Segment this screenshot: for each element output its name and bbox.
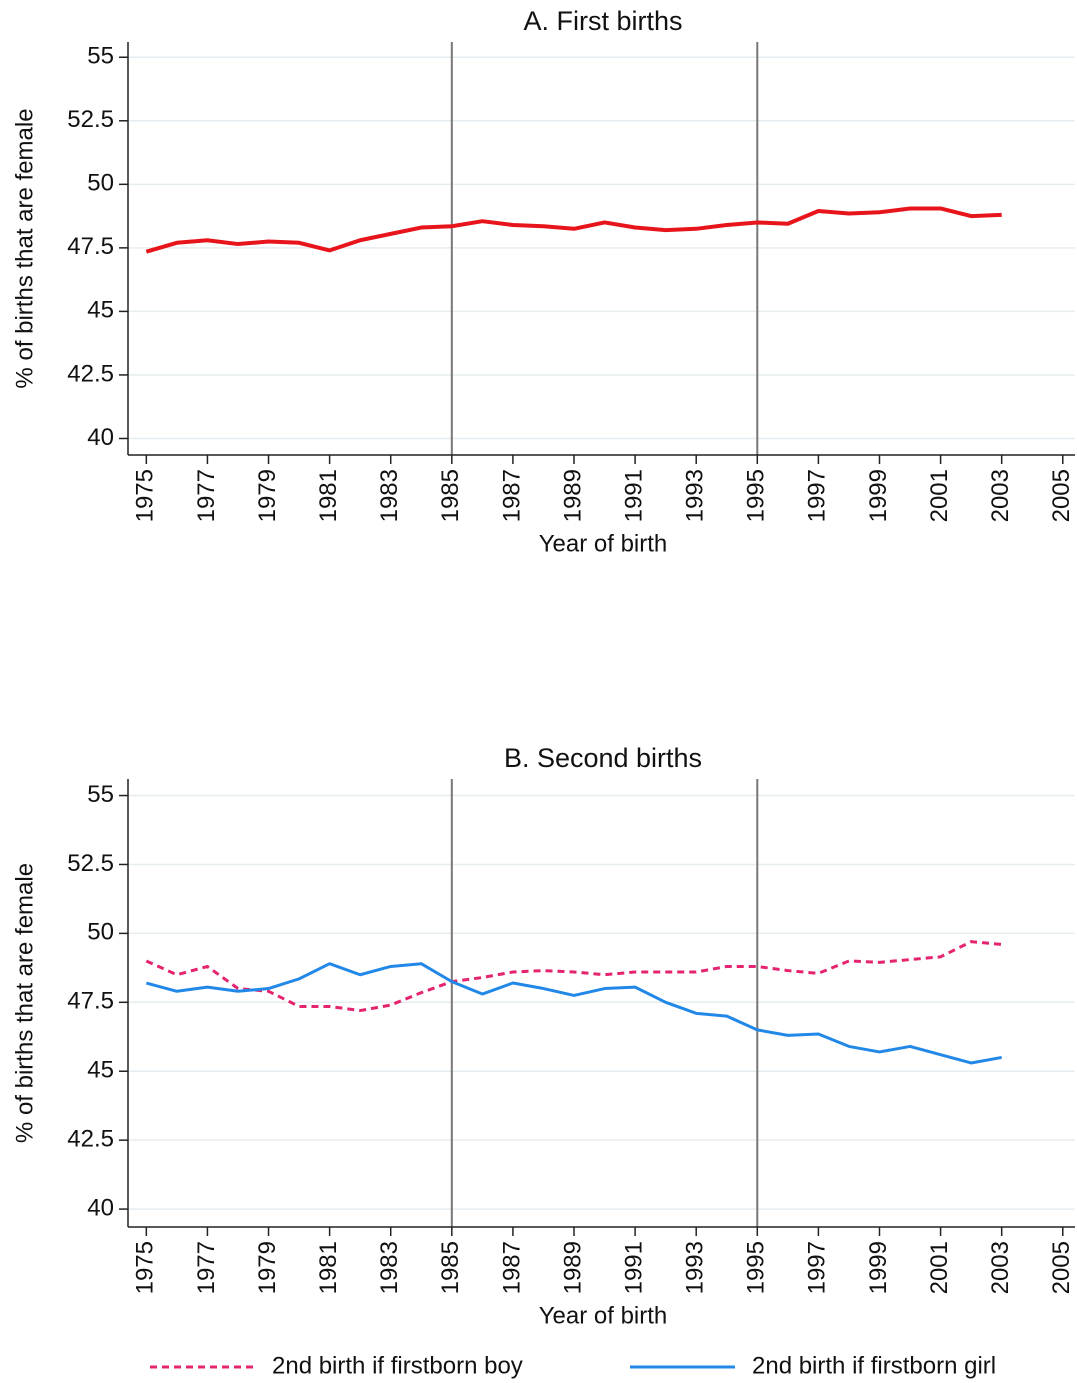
chart-title: B. Second births xyxy=(504,743,702,773)
y-tick-label: 55 xyxy=(87,43,114,70)
y-tick-label: 40 xyxy=(87,424,114,451)
x-tick-label: 1979 xyxy=(254,1241,281,1294)
y-tick-label: 42.5 xyxy=(67,1126,114,1153)
y-tick-label: 55 xyxy=(87,781,114,808)
x-tick-label: 1987 xyxy=(498,469,525,522)
x-tick-label: 2001 xyxy=(926,1241,953,1294)
y-tick-label: 45 xyxy=(87,297,114,324)
y-tick-label: 45 xyxy=(87,1057,114,1084)
legend-label: 2nd birth if firstborn girl xyxy=(752,1352,996,1379)
legend-label: 2nd birth if firstborn boy xyxy=(272,1352,523,1379)
x-tick-label: 1999 xyxy=(865,1241,892,1294)
data-line xyxy=(145,962,1002,1065)
x-tick-label: 1989 xyxy=(559,469,586,522)
x-tick-label: 1991 xyxy=(620,1241,647,1294)
x-axis-label: Year of birth xyxy=(539,530,668,557)
x-tick-label: 1983 xyxy=(376,1241,403,1294)
x-tick-label: 1991 xyxy=(620,469,647,522)
x-tick-label: 1977 xyxy=(193,469,220,522)
y-tick-label: 40 xyxy=(87,1194,114,1221)
y-tick-label: 42.5 xyxy=(67,360,114,387)
y-tick-label: 52.5 xyxy=(67,106,114,133)
x-tick-label: 2001 xyxy=(926,469,953,522)
x-tick-label: 1985 xyxy=(437,469,464,522)
x-tick-label: 1975 xyxy=(132,1241,159,1294)
data-line xyxy=(145,206,1002,254)
x-tick-label: 2005 xyxy=(1048,469,1075,522)
x-tick-label: 2003 xyxy=(987,469,1014,522)
y-tick-label: 47.5 xyxy=(67,233,114,260)
x-tick-label: 1981 xyxy=(315,469,342,522)
x-tick-label: 1993 xyxy=(682,469,709,522)
x-axis-label: Year of birth xyxy=(539,1302,668,1329)
x-tick-label: 1995 xyxy=(743,1241,770,1294)
y-axis-label: % of births that are female xyxy=(11,108,38,388)
y-tick-label: 50 xyxy=(87,919,114,946)
chart-title: A. First births xyxy=(523,6,682,36)
x-tick-label: 1977 xyxy=(193,1241,220,1294)
data-line xyxy=(145,940,1002,1013)
x-tick-label: 1983 xyxy=(376,469,403,522)
x-tick-label: 1975 xyxy=(132,469,159,522)
x-tick-label: 1985 xyxy=(437,1241,464,1294)
x-tick-label: 1993 xyxy=(682,1241,709,1294)
y-axis-label: % of births that are female xyxy=(11,863,38,1143)
x-tick-label: 1995 xyxy=(743,469,770,522)
x-tick-label: 2003 xyxy=(987,1241,1014,1294)
x-tick-label: 1997 xyxy=(804,1241,831,1294)
x-tick-label: 2005 xyxy=(1048,1241,1075,1294)
x-tick-label: 1981 xyxy=(315,1241,342,1294)
x-tick-label: 1979 xyxy=(254,469,281,522)
x-tick-label: 1987 xyxy=(498,1241,525,1294)
y-tick-label: 52.5 xyxy=(67,850,114,877)
x-tick-label: 1997 xyxy=(804,469,831,522)
x-tick-label: 1999 xyxy=(865,469,892,522)
x-tick-label: 1989 xyxy=(559,1241,586,1294)
y-tick-label: 50 xyxy=(87,170,114,197)
y-tick-label: 47.5 xyxy=(67,988,114,1015)
